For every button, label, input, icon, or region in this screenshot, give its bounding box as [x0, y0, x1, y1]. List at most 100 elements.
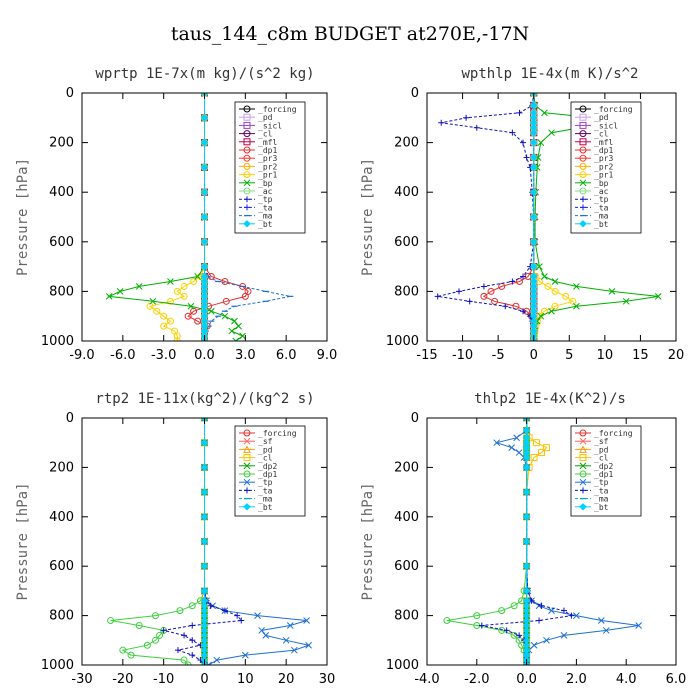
data-point [523, 418, 530, 422]
legend-label: _ta [258, 486, 273, 495]
data-point [221, 277, 229, 285]
data-point [146, 302, 154, 310]
legend-label: _sicl [594, 121, 618, 130]
y-tick-label: 800 [49, 609, 74, 624]
data-point [200, 463, 209, 472]
legend-marker [243, 470, 251, 478]
legend-label: _bt [594, 220, 609, 229]
legend-label: _tp [258, 195, 273, 204]
data-point [135, 621, 143, 629]
legend-marker [243, 171, 251, 179]
legend-marker [579, 121, 587, 129]
plot-frame [426, 417, 677, 666]
data-point [184, 661, 192, 665]
y-tick-label: 200 [394, 460, 419, 475]
y-tick-label: 800 [394, 284, 419, 299]
series-dp1 [107, 418, 208, 665]
series-dp1 [480, 93, 538, 341]
data-point [493, 439, 501, 447]
legend-marker [243, 146, 251, 154]
data-point [190, 277, 198, 285]
data-point [205, 661, 212, 665]
data-point [541, 109, 548, 117]
x-tick-label: 5 [565, 348, 573, 363]
data-point [176, 607, 184, 615]
legend-marker [580, 204, 586, 211]
y-tick-label: 800 [394, 609, 419, 624]
chart-panel-4: thlp2 1E-4x(K^2)/s Pressure [hPa] -4.0 -2.0… [360, 391, 686, 687]
data-point [551, 278, 559, 285]
data-point [181, 632, 188, 639]
legend-label: _ma [594, 495, 609, 504]
y-tick-label: 0 [411, 411, 419, 426]
data-point [503, 627, 510, 634]
x-tick-label: -3.0 [151, 348, 176, 363]
legend-label: _pr1 [258, 171, 277, 180]
data-point [258, 627, 266, 634]
series-line [107, 93, 244, 341]
data-point [438, 119, 445, 126]
legend-marker [243, 121, 251, 129]
y-tick-label: 600 [394, 235, 419, 250]
data-point [536, 263, 543, 270]
data-point [200, 438, 209, 447]
legend: _forcing_pd_sicl_cl_mfl_dp1_pr3_pr2_pr1_… [234, 101, 306, 234]
series-line [446, 418, 528, 665]
legend-label: _tp [594, 195, 609, 204]
data-point [520, 139, 527, 146]
legend-label: _pr2 [594, 162, 613, 171]
figure-title: taus_144_c8m BUDGET at270E,-17N [171, 23, 529, 45]
y-axis-label: Pressure [hPa] [360, 482, 376, 600]
data-point [222, 297, 230, 305]
data-point [522, 453, 531, 462]
data-point [513, 434, 520, 442]
legend-label: _ta [258, 203, 273, 212]
data-point [234, 612, 241, 619]
legend-marker [243, 138, 251, 146]
data-point [200, 513, 209, 521]
legend-box [570, 101, 642, 234]
legend-label: _bt [594, 503, 609, 512]
data-point [456, 288, 463, 295]
data-point [305, 641, 312, 649]
x-tick-label: 10 [237, 672, 254, 687]
data-point [160, 322, 168, 330]
data-point [480, 283, 487, 290]
plot-frame [426, 92, 677, 342]
data-point [119, 646, 127, 654]
legend-label: _pr3 [594, 154, 613, 163]
data-point [569, 297, 577, 305]
legend-marker [243, 429, 251, 437]
data-point [551, 287, 559, 295]
legend-label: _ma [258, 212, 273, 221]
legend-label: _pd [258, 445, 273, 454]
legend-marker [579, 478, 587, 486]
chart-panel-2: wpthlp 1E-4x(m K)/s^2 Pressure [hPa] -15 -1… [360, 66, 684, 363]
data-point [180, 292, 188, 300]
plot-area [105, 93, 294, 341]
legend-marker [243, 437, 251, 445]
data-point [200, 138, 209, 147]
legend-label: _pd [594, 445, 609, 454]
data-point [207, 602, 214, 609]
legend-marker [243, 105, 251, 113]
legend-marker [579, 171, 587, 179]
series-pr1 [146, 93, 208, 341]
data-point [533, 439, 541, 447]
data-point [194, 273, 202, 280]
legend-label: _ta [594, 486, 609, 495]
legend-marker [244, 487, 250, 494]
legend-marker [579, 429, 587, 437]
legend-marker [244, 204, 250, 211]
data-point [543, 636, 550, 644]
data-point [560, 607, 567, 614]
data-point [434, 293, 441, 300]
legend-label: _dp1 [258, 146, 277, 155]
data-point [473, 124, 480, 131]
data-point [516, 109, 523, 116]
series-bt [530, 93, 538, 341]
data-point [127, 651, 135, 659]
legend-marker [579, 154, 587, 162]
legend-label: _pr2 [258, 162, 277, 171]
data-point [473, 612, 481, 620]
